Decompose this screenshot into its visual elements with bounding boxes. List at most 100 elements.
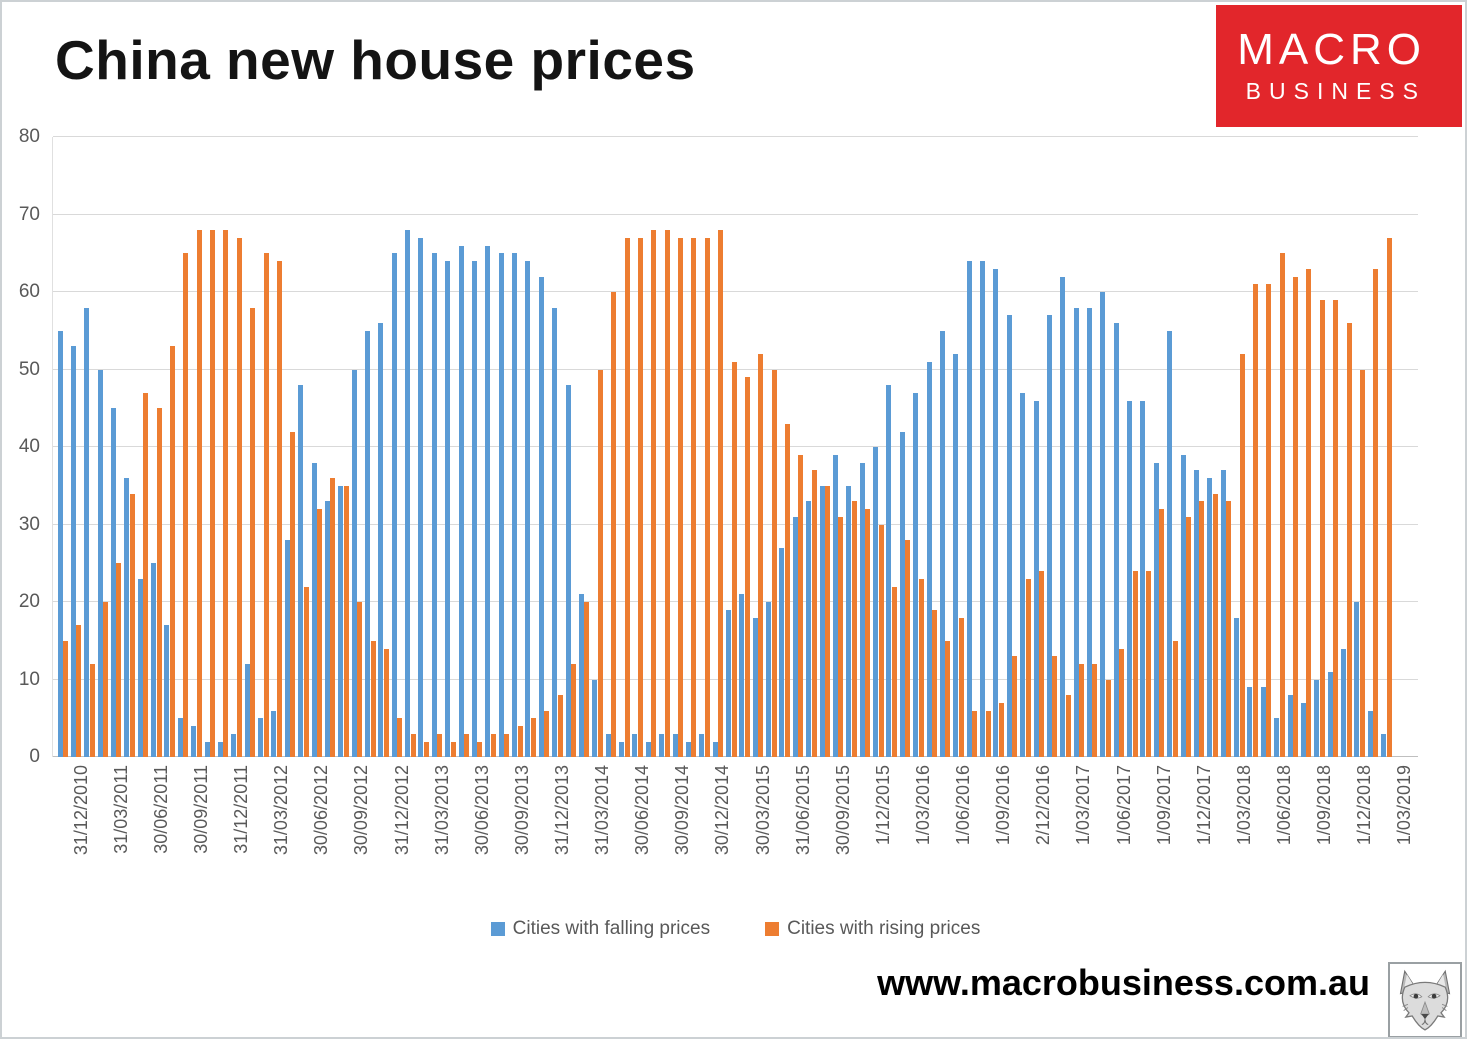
bar-rising: [1025, 578, 1031, 757]
bar-rising: [383, 648, 389, 757]
bar-rising: [129, 493, 135, 757]
bar-falling: [1247, 687, 1253, 757]
bar-falling: [311, 462, 317, 757]
x-axis-label: 1/06/2017: [1113, 765, 1134, 846]
bar-rising: [1105, 679, 1111, 757]
x-axis-label: 30/06/2014: [632, 765, 653, 856]
bar-falling: [97, 369, 103, 757]
bar-falling: [1180, 454, 1186, 757]
bar-falling: [1046, 315, 1052, 757]
bar-falling: [1220, 470, 1226, 757]
bar-falling: [552, 307, 558, 757]
bar-rising: [1065, 695, 1071, 757]
bar-falling: [1341, 648, 1347, 757]
bar-falling: [1153, 462, 1159, 757]
bar-rising: [571, 664, 577, 757]
bar-falling: [1073, 307, 1079, 757]
bar-rising: [865, 509, 871, 757]
bar-rising: [236, 237, 242, 757]
bar-rising: [637, 237, 643, 757]
bar-rising: [1333, 299, 1339, 757]
bar-falling: [1060, 276, 1066, 757]
bar-falling: [739, 594, 745, 757]
bar-falling: [1167, 330, 1173, 757]
x-axis-label: 1/12/2018: [1354, 765, 1375, 846]
page-title: China new house prices: [55, 29, 696, 91]
bar-rising: [1386, 237, 1392, 757]
y-axis-label: 50: [18, 358, 40, 380]
bar-rising: [103, 602, 109, 757]
x-axis-label: 30/09/2013: [511, 765, 532, 856]
bar-rising: [1119, 648, 1125, 757]
bar-rising: [1306, 268, 1312, 757]
bar-rising: [584, 602, 590, 757]
logo-macro-text: MACRO: [1237, 25, 1426, 75]
bar-rising: [1159, 509, 1165, 757]
bar-rising: [1319, 299, 1325, 757]
x-axis-label: 1/06/2018: [1274, 765, 1295, 846]
bar-rising: [437, 733, 443, 757]
bar-rising: [1346, 323, 1352, 757]
bar-rising: [116, 563, 122, 757]
bar-falling: [1140, 400, 1146, 757]
chart-plot-area: [52, 136, 1418, 757]
bar-rising: [1293, 276, 1299, 757]
legend-item-rising: Cities with rising prices: [765, 918, 980, 940]
bar-falling: [217, 741, 223, 757]
bar-falling: [1033, 400, 1039, 757]
y-axis-label: 80: [18, 126, 40, 147]
bar-falling: [659, 733, 665, 757]
bar-rising: [798, 454, 804, 757]
macrobusiness-logo: MACRO BUSINESS: [1216, 5, 1462, 127]
bar-rising: [450, 741, 456, 757]
bar-falling: [365, 330, 370, 757]
y-axis-label: 0: [29, 746, 40, 767]
x-axis-label: 30/06/2011: [150, 765, 171, 854]
bar-falling: [338, 485, 344, 757]
x-axis-label: 30/09/2012: [351, 765, 372, 856]
bar-rising: [1239, 354, 1245, 757]
x-axis-label: 30/06/2013: [471, 765, 492, 856]
bar-rising: [1279, 253, 1285, 757]
bar-rising: [664, 230, 670, 757]
bar-rising: [771, 369, 777, 757]
bar-falling: [672, 733, 678, 757]
bar-falling: [832, 454, 838, 757]
bar-rising: [1226, 501, 1232, 757]
bar-falling: [151, 563, 157, 757]
x-axis-label: 31/12/2013: [552, 765, 573, 856]
bar-rising: [397, 718, 403, 757]
bar-rising: [597, 369, 603, 757]
bar-falling: [137, 578, 143, 757]
bar-falling: [418, 237, 424, 757]
bar-rising: [196, 230, 202, 757]
x-axis-label: 1/03/2017: [1073, 765, 1094, 846]
bar-rising: [972, 710, 978, 757]
bar-falling: [324, 501, 330, 757]
bar-falling: [498, 253, 504, 757]
bar-falling: [1020, 392, 1026, 757]
bar-rising: [1132, 571, 1138, 757]
x-axis-label: 31/03/2011: [110, 765, 131, 854]
bar-falling: [298, 385, 304, 757]
bar-rising: [1012, 656, 1018, 757]
bar-falling: [405, 230, 411, 757]
bar-rising: [784, 423, 790, 757]
bar-falling: [1327, 671, 1333, 757]
bar-rising: [504, 733, 510, 757]
bar-rising: [464, 733, 470, 757]
legend-label-rising: Cities with rising prices: [787, 918, 981, 939]
bar-rising: [704, 237, 710, 757]
bar-falling: [966, 261, 972, 757]
bar-rising: [838, 516, 844, 757]
bar-falling: [1354, 602, 1360, 757]
bar-falling: [512, 253, 518, 757]
bar-falling: [70, 346, 76, 757]
y-axis-label: 30: [18, 513, 40, 535]
chart-legend: Cities with falling prices Cities with r…: [2, 918, 1465, 940]
bar-falling: [1314, 679, 1320, 757]
bar-falling: [538, 276, 544, 757]
bar-falling: [578, 594, 584, 757]
x-axis-label: 1/09/2018: [1314, 765, 1335, 846]
